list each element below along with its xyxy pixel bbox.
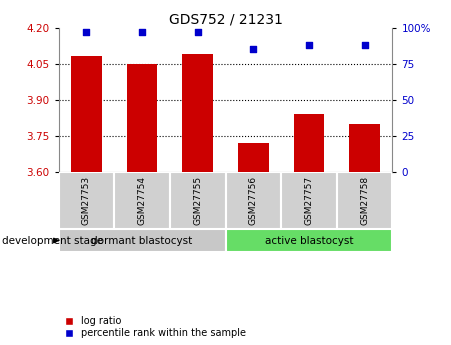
Text: development stage: development stage <box>2 236 103 246</box>
Bar <box>71 56 102 171</box>
Point <box>83 29 90 35</box>
Text: active blastocyst: active blastocyst <box>265 236 353 246</box>
Bar <box>59 171 114 229</box>
Bar <box>349 124 380 171</box>
Point <box>305 42 313 48</box>
Point <box>194 29 201 35</box>
Bar <box>59 229 226 252</box>
Point <box>138 29 146 35</box>
Bar <box>337 171 392 229</box>
Text: GSM27758: GSM27758 <box>360 176 369 225</box>
Point <box>250 47 257 52</box>
Point <box>361 42 368 48</box>
Bar <box>170 171 226 229</box>
Bar <box>294 114 324 171</box>
Bar <box>238 143 269 171</box>
Bar <box>114 171 170 229</box>
Text: GSM27755: GSM27755 <box>193 176 202 225</box>
Text: GSM27756: GSM27756 <box>249 176 258 225</box>
Text: GSM27757: GSM27757 <box>304 176 313 225</box>
Legend: log ratio, percentile rank within the sample: log ratio, percentile rank within the sa… <box>64 314 248 340</box>
Bar <box>226 171 281 229</box>
Title: GDS752 / 21231: GDS752 / 21231 <box>169 12 282 27</box>
Text: GSM27754: GSM27754 <box>138 176 147 225</box>
Bar <box>127 63 157 171</box>
Bar <box>281 171 337 229</box>
Bar <box>182 54 213 171</box>
Bar <box>226 229 392 252</box>
Text: GSM27753: GSM27753 <box>82 176 91 225</box>
Text: dormant blastocyst: dormant blastocyst <box>92 236 193 246</box>
